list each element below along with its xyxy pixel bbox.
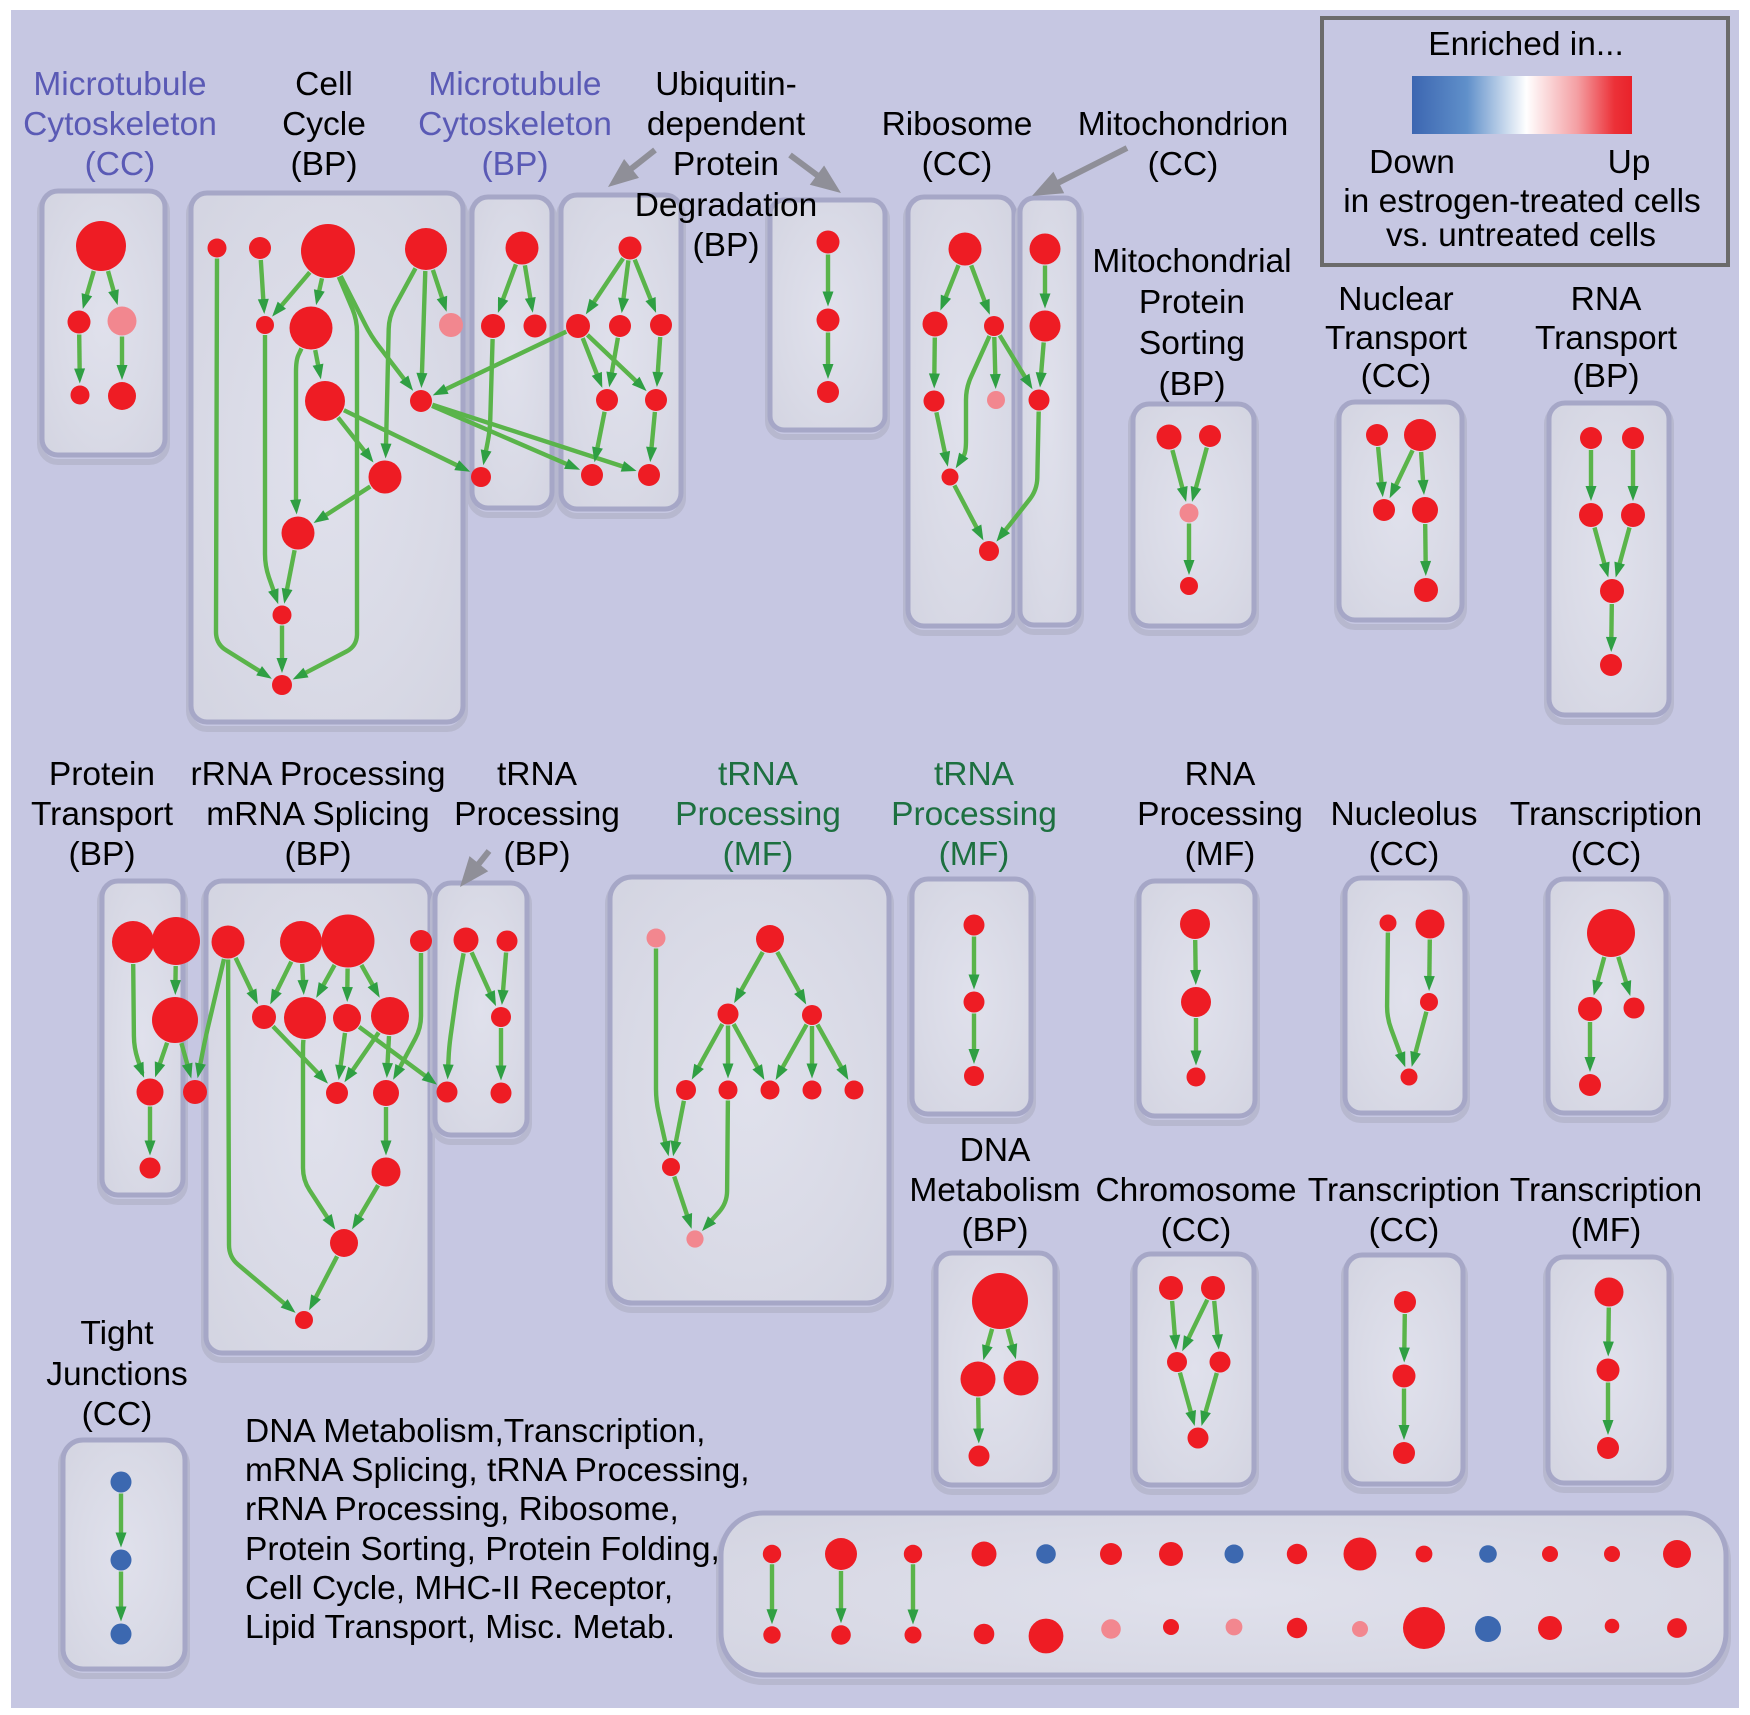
- svg-text:Cell Cycle, MHC-II Receptor,: Cell Cycle, MHC-II Receptor,: [245, 1570, 673, 1607]
- svg-text:Tight: Tight: [80, 1315, 154, 1352]
- svg-text:(CC): (CC): [1369, 836, 1440, 873]
- svg-text:Processing: Processing: [675, 796, 841, 833]
- svg-text:Junctions: Junctions: [46, 1356, 188, 1393]
- svg-text:(CC): (CC): [1148, 146, 1219, 183]
- svg-text:(BP): (BP): [1159, 366, 1226, 403]
- svg-text:Protein: Protein: [49, 756, 155, 793]
- svg-text:Transcription: Transcription: [1308, 1172, 1500, 1209]
- svg-text:(MF): (MF): [1185, 836, 1256, 873]
- svg-text:Processing: Processing: [1137, 796, 1303, 833]
- svg-text:(CC): (CC): [85, 146, 156, 183]
- svg-text:dependent: dependent: [647, 106, 806, 143]
- svg-text:(BP): (BP): [482, 146, 549, 183]
- svg-text:Transport: Transport: [31, 796, 174, 833]
- svg-text:(BP): (BP): [285, 836, 352, 873]
- svg-text:Mitochondrion: Mitochondrion: [1078, 106, 1288, 143]
- svg-text:(CC): (CC): [1571, 836, 1642, 873]
- svg-text:Sorting: Sorting: [1139, 325, 1245, 362]
- svg-text:tRNA: tRNA: [497, 756, 578, 793]
- svg-text:Protein Sorting, Protein Foldi: Protein Sorting, Protein Folding,: [245, 1531, 720, 1568]
- svg-text:Microtubule: Microtubule: [428, 66, 601, 103]
- svg-text:Processing: Processing: [454, 796, 620, 833]
- svg-text:Transcription: Transcription: [1510, 796, 1702, 833]
- svg-text:rRNA Processing, Ribosome,: rRNA Processing, Ribosome,: [245, 1491, 679, 1528]
- svg-text:Ribosome: Ribosome: [882, 106, 1033, 143]
- svg-text:Processing: Processing: [891, 796, 1057, 833]
- svg-text:tRNA: tRNA: [934, 756, 1015, 793]
- svg-text:Cytoskeleton: Cytoskeleton: [23, 106, 217, 143]
- svg-text:Nucleolus: Nucleolus: [1330, 796, 1477, 833]
- svg-text:Transport: Transport: [1325, 320, 1468, 357]
- svg-text:(BP): (BP): [1573, 358, 1640, 395]
- svg-text:(CC): (CC): [1161, 1212, 1232, 1249]
- svg-text:Cell: Cell: [295, 66, 353, 103]
- svg-text:(CC): (CC): [82, 1396, 153, 1433]
- svg-text:RNA: RNA: [1185, 756, 1256, 793]
- svg-text:(BP): (BP): [962, 1212, 1029, 1249]
- svg-text:RNA: RNA: [1571, 281, 1642, 318]
- svg-text:Metabolism: Metabolism: [909, 1172, 1080, 1209]
- svg-text:(CC): (CC): [1369, 1212, 1440, 1249]
- svg-text:Down: Down: [1369, 144, 1455, 181]
- svg-text:Transport: Transport: [1535, 320, 1678, 357]
- svg-text:Nuclear: Nuclear: [1338, 281, 1453, 318]
- svg-text:Protein: Protein: [1139, 284, 1245, 321]
- svg-text:Cytoskeleton: Cytoskeleton: [418, 106, 612, 143]
- svg-text:mRNA Splicing: mRNA Splicing: [206, 796, 429, 833]
- svg-text:(BP): (BP): [693, 227, 760, 264]
- svg-text:Transcription: Transcription: [1510, 1172, 1702, 1209]
- svg-text:DNA: DNA: [960, 1132, 1031, 1169]
- svg-text:Microtubule: Microtubule: [33, 66, 206, 103]
- svg-text:rRNA Processing: rRNA Processing: [190, 756, 445, 793]
- svg-text:(BP): (BP): [291, 146, 358, 183]
- svg-text:Degradation: Degradation: [635, 187, 818, 224]
- svg-text:vs. untreated cells: vs. untreated cells: [1386, 217, 1656, 254]
- svg-text:tRNA: tRNA: [718, 756, 799, 793]
- svg-text:Chromosome: Chromosome: [1095, 1172, 1296, 1209]
- svg-text:(MF): (MF): [723, 836, 794, 873]
- svg-text:(MF): (MF): [939, 836, 1010, 873]
- svg-text:in estrogen-treated cells: in estrogen-treated cells: [1343, 183, 1701, 220]
- svg-text:Cycle: Cycle: [282, 106, 366, 143]
- svg-text:Up: Up: [1608, 144, 1651, 181]
- svg-text:Mitochondrial: Mitochondrial: [1092, 243, 1291, 280]
- svg-text:Protein: Protein: [673, 146, 779, 183]
- svg-text:(CC): (CC): [922, 146, 993, 183]
- svg-text:(MF): (MF): [1571, 1212, 1642, 1249]
- svg-text:Lipid Transport, Misc. Metab.: Lipid Transport, Misc. Metab.: [245, 1609, 675, 1646]
- svg-text:Ubiquitin-: Ubiquitin-: [655, 66, 797, 103]
- svg-text:(CC): (CC): [1361, 358, 1432, 395]
- svg-text:mRNA Splicing, tRNA Processing: mRNA Splicing, tRNA Processing,: [245, 1452, 750, 1489]
- svg-text:DNA Metabolism,Transcription,: DNA Metabolism,Transcription,: [245, 1413, 705, 1450]
- svg-text:Enriched in...: Enriched in...: [1428, 26, 1624, 63]
- svg-text:(BP): (BP): [504, 836, 571, 873]
- svg-text:(BP): (BP): [69, 836, 136, 873]
